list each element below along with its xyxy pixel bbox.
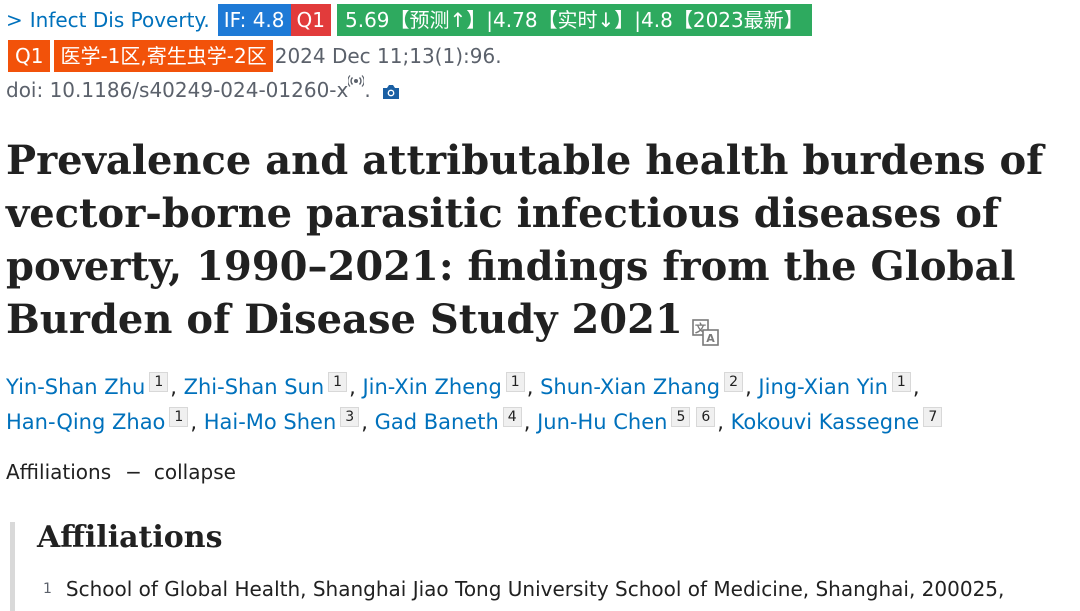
translate-icon[interactable]: 文 A <box>691 308 721 346</box>
affiliation-number: 1 <box>43 581 52 597</box>
affiliation-text: School of Global Health, Shanghai Jiao T… <box>65 577 1005 601</box>
journal-name: Infect Dis Poverty. <box>29 8 210 32</box>
author-separator: , <box>349 375 363 399</box>
quartile-badge: Q1 <box>290 4 331 36</box>
author-separator: , <box>361 410 375 434</box>
doi-text[interactable]: doi: 10.1186/s40249-024-01260-x <box>6 78 349 102</box>
broadcast-icon[interactable] <box>347 74 366 90</box>
journal-row: > Infect Dis Poverty. IF: 4.8 Q1 5.69【预测… <box>6 4 812 36</box>
affiliation-ref[interactable]: 1 <box>169 407 189 427</box>
author-link[interactable]: Jing-Xian Yin <box>758 375 888 399</box>
affiliation-ref[interactable]: 1 <box>328 372 348 392</box>
affiliations-panel: Affiliations 1 School of Global Health, S… <box>10 520 1075 611</box>
author-link[interactable]: Shun-Xian Zhang <box>540 375 721 399</box>
affiliation-ref[interactable]: 5 <box>671 407 691 427</box>
svg-text:A: A <box>706 332 715 345</box>
collapse-dash: − <box>125 460 142 484</box>
author-entry: Jin-Xin Zheng 1 <box>362 372 526 399</box>
chevron-right-icon: > <box>6 8 23 32</box>
affiliation-ref[interactable]: 3 <box>340 407 360 427</box>
cas-zone-badge: 医学-1区,寄生虫学-2区 <box>54 40 273 72</box>
author-link[interactable]: Kokouvi Kassegne <box>730 410 920 434</box>
collapse-link[interactable]: collapse <box>153 460 236 484</box>
author-entry: Hai-Mo Shen 3 <box>203 407 362 434</box>
affiliation-ref[interactable]: 7 <box>923 407 943 427</box>
citation-date: 2024 Dec 11;13(1):96. <box>274 44 502 68</box>
author-separator: , <box>170 375 184 399</box>
author-list: Yin-Shan Zhu 1, Zhi-Shan Sun 1, Jin-Xin Zh… <box>6 370 1066 440</box>
author-entry: Jun-Hu Chen 5 6 <box>537 407 717 434</box>
author-link[interactable]: Zhi-Shan Sun <box>183 375 325 399</box>
author-separator: , <box>190 410 204 434</box>
affiliations-toggle-label: Affiliations <box>6 460 112 484</box>
affiliation-ref[interactable]: 1 <box>149 372 169 392</box>
affiliations-heading: Affiliations <box>37 520 223 555</box>
author-link[interactable]: Yin-Shan Zhu <box>6 375 146 399</box>
author-entry: Yin-Shan Zhu 1 <box>6 372 170 399</box>
impact-factor-badge: IF: 4.8 <box>217 4 291 36</box>
author-link[interactable]: Jun-Hu Chen <box>537 410 668 434</box>
affiliation-item: 1 School of Global Health, Shanghai Jiao … <box>43 577 1004 601</box>
affiliation-ref[interactable]: 2 <box>724 372 744 392</box>
author-entry: Shun-Xian Zhang 2 <box>540 372 745 399</box>
ranking-row: Q1 医学-1区,寄生虫学-2区 2024 Dec 11;13(1):96. <box>8 40 502 72</box>
doi-period: . <box>364 78 371 102</box>
affiliation-ref[interactable]: 6 <box>696 407 716 427</box>
author-separator: , <box>912 375 920 399</box>
camera-icon[interactable] <box>381 82 401 102</box>
affiliation-ref[interactable]: 1 <box>891 372 911 392</box>
author-separator: , <box>717 410 731 434</box>
affiliation-ref[interactable]: 1 <box>505 372 525 392</box>
author-link[interactable]: Han-Qing Zhao <box>6 410 166 434</box>
author-link[interactable]: Hai-Mo Shen <box>203 410 337 434</box>
author-entry: Han-Qing Zhao 1 <box>6 407 190 434</box>
author-entry: Jing-Xian Yin 1 <box>758 372 912 399</box>
article-title: Prevalence and attributable health burde… <box>6 134 1066 346</box>
author-separator: , <box>745 375 759 399</box>
journal-link[interactable]: > Infect Dis Poverty. <box>6 8 210 32</box>
author-entry: Kokouvi Kassegne 7 <box>730 407 945 434</box>
prediction-badge: 5.69【预测↑】|4.78【实时↓】|4.8【2023最新】 <box>336 4 812 36</box>
affiliations-toggle[interactable]: Affiliations − collapse <box>6 460 236 484</box>
author-link[interactable]: Gad Baneth <box>374 410 499 434</box>
author-separator: , <box>526 375 541 399</box>
article-title-text: Prevalence and attributable health burde… <box>6 137 1044 343</box>
jcr-quartile-badge: Q1 <box>8 40 51 72</box>
author-link[interactable]: Jin-Xin Zheng <box>362 375 502 399</box>
doi-row: doi: 10.1186/s40249-024-01260-x . <box>6 74 401 104</box>
author-entry: Gad Baneth 4 <box>374 407 524 434</box>
author-entry: Zhi-Shan Sun 1 <box>183 372 349 399</box>
affiliation-ref[interactable]: 4 <box>502 407 522 427</box>
author-separator: , <box>523 410 538 434</box>
